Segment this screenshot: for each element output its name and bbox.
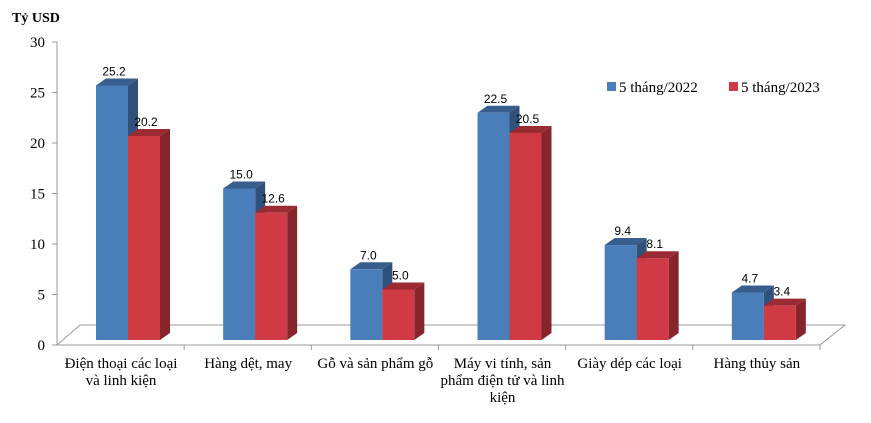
category-label: Giày dép các loại [577,356,682,372]
bar [731,292,764,340]
bar-side [541,125,552,340]
bar-top [350,262,393,270]
bar-side [795,298,806,340]
bar-top [731,285,774,293]
category-label: Hàng dệt, may [204,356,293,372]
bar [350,269,383,340]
data-label: 5.0 [392,269,409,283]
y-tick-label: 20 [30,136,45,152]
y-tick-label: 15 [30,187,45,203]
bar-top [509,125,552,133]
data-label: 20.5 [516,112,540,126]
legend-label: 5 tháng/2023 [741,80,820,96]
bar [96,85,128,340]
y-tick-label: 25 [30,86,45,102]
bar-top [223,181,266,189]
category-label: Hàng thủy sản [713,356,801,372]
y-tick-label: 0 [38,338,46,354]
legend-swatch [729,82,738,91]
data-label: 15.0 [229,168,253,182]
category-label: Gỗ và sản phẩm gỗ [317,356,434,372]
data-label: 3.4 [773,285,790,299]
bar [382,289,415,340]
data-label: 12.6 [261,192,285,206]
bar-side [287,205,298,340]
bar-side [160,128,170,340]
data-label: 9.4 [614,224,631,238]
bar [509,132,542,340]
bar-top [763,298,806,306]
data-label: 25.2 [102,64,126,78]
legend-label: 5 tháng/2022 [619,80,698,96]
bar-top [382,282,425,290]
y-tick-label: 5 [38,288,46,304]
data-label: 7.0 [360,248,377,262]
legend-swatch [607,82,616,91]
bar-top [636,251,679,259]
bar [604,245,637,340]
bar-top [477,105,520,113]
y-tick-label: 30 [30,35,45,51]
chart-floor [55,324,847,346]
bar [636,258,669,340]
data-label: 20.2 [134,115,158,129]
bar-top [604,238,647,246]
bar-top [128,128,170,136]
category-label: Máy vi tính, sản phẩm điện tử và linh ki… [440,356,565,406]
bar-side [414,282,425,340]
data-label: 8.1 [646,237,663,251]
bar [128,135,160,340]
category-label: Điện thoại các loại và linh kiện [64,356,178,389]
y-axis-title: Tỷ USD [12,11,60,26]
bar [255,212,288,340]
bar [223,188,256,340]
data-label: 22.5 [484,92,508,106]
bar [477,112,510,340]
bar-top [255,205,298,213]
bar-top [96,78,138,86]
data-label: 4.7 [741,272,758,286]
bar [763,305,796,340]
bar-side [668,251,679,340]
y-tick-label: 10 [30,237,45,253]
